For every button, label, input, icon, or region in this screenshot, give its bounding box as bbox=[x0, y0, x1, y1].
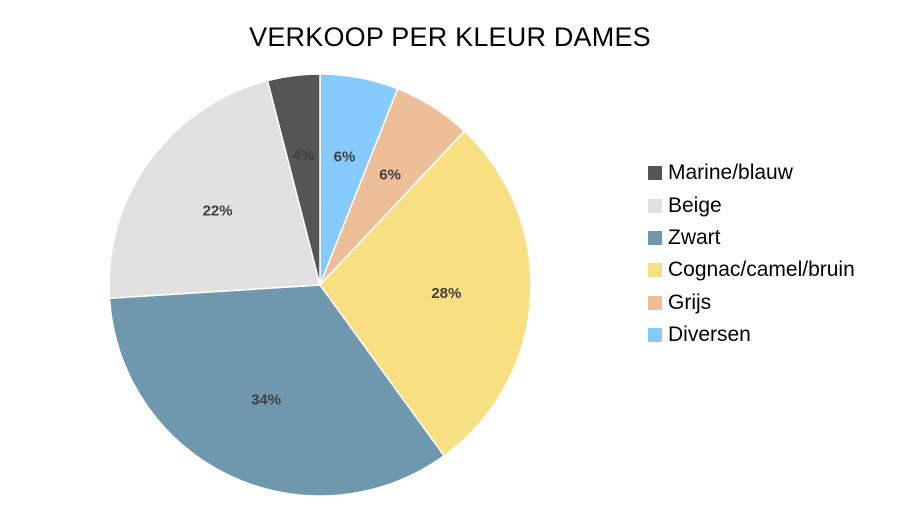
legend: Marine/blauw Beige Zwart Cognac/camel/bruin… bbox=[648, 157, 855, 351]
legend-item-cognac-camel-bruin: Cognac/camel/bruin bbox=[648, 254, 855, 286]
data-label-diversen: 6% bbox=[334, 148, 356, 165]
legend-swatch bbox=[648, 230, 662, 245]
pie-slice-marine-blauw bbox=[266, 73, 321, 286]
legend-item-zwart: Zwart bbox=[648, 222, 855, 254]
legend-swatch bbox=[648, 166, 662, 181]
legend-item-beige: Beige bbox=[648, 189, 855, 221]
data-label-zwart: 34% bbox=[251, 392, 281, 409]
legend-label: Grijs bbox=[668, 290, 712, 314]
legend-label: Beige bbox=[668, 193, 722, 217]
pie-slice-cognac-camel-bruin bbox=[319, 130, 532, 457]
legend-label: Zwart bbox=[668, 225, 721, 249]
legend-swatch bbox=[648, 328, 662, 343]
legend-swatch bbox=[648, 263, 662, 278]
data-label-beige: 22% bbox=[203, 203, 233, 220]
legend-label: Marine/blauw bbox=[668, 161, 793, 185]
legend-label: Diversen bbox=[668, 323, 751, 347]
legend-swatch bbox=[648, 198, 662, 213]
data-label-grijs: 6% bbox=[379, 167, 401, 184]
data-label-marine-blauw: 4% bbox=[293, 147, 315, 164]
legend-swatch bbox=[648, 295, 662, 310]
legend-item-marine-blauw: Marine/blauw bbox=[648, 157, 855, 189]
legend-label: Cognac/camel/bruin bbox=[668, 258, 855, 282]
pie-slice-beige bbox=[108, 79, 321, 300]
legend-item-grijs: Grijs bbox=[648, 287, 855, 319]
data-label-cognac-camel-bruin: 28% bbox=[431, 285, 461, 302]
chart-title: VERKOOP PER KLEUR DAMES bbox=[249, 22, 651, 52]
legend-item-diversen: Diversen bbox=[648, 319, 855, 351]
pie-slice-zwart bbox=[108, 284, 446, 497]
